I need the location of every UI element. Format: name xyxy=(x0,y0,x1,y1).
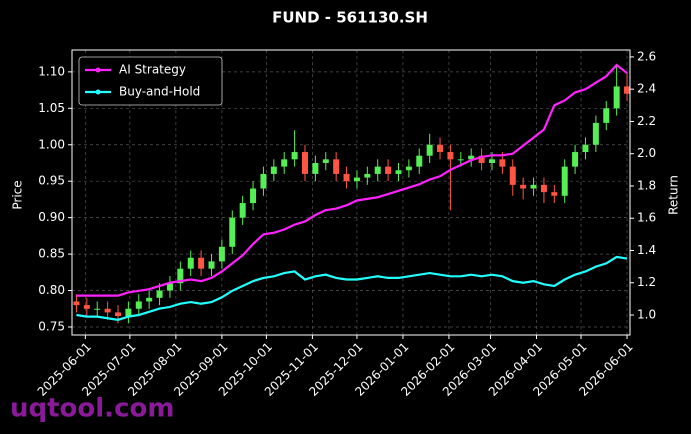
candle-body xyxy=(488,159,495,163)
candle-body xyxy=(437,144,444,153)
y-tick-label: 1.05 xyxy=(38,101,65,115)
candle-body xyxy=(592,122,599,145)
y-tick-label: 0.85 xyxy=(38,247,65,261)
candle-body xyxy=(364,173,371,178)
candle-body xyxy=(530,184,537,189)
candle-body xyxy=(457,159,464,161)
candle-body xyxy=(395,170,402,174)
y-tick-label: 0.80 xyxy=(38,283,65,297)
plot-frame xyxy=(71,49,631,336)
y2-tick-label: 2.2 xyxy=(637,114,656,128)
candle-body xyxy=(447,152,454,160)
candle-body xyxy=(301,152,308,174)
watermark: uqtool.com xyxy=(10,394,174,424)
line-series xyxy=(76,63,628,297)
y2-tick-label: 1.2 xyxy=(637,275,656,289)
legend-box xyxy=(78,56,223,106)
y-tick-label: 0.75 xyxy=(38,319,65,333)
candle-body xyxy=(374,166,381,174)
legend-label: AI Strategy xyxy=(119,63,186,77)
candle-body xyxy=(291,152,298,160)
chart-title: FUND - 561130.SH xyxy=(272,9,428,27)
candle-body xyxy=(426,144,433,156)
y-tick-label: 1.10 xyxy=(38,64,65,78)
candle-body xyxy=(270,166,277,174)
y2-axis-label: Return xyxy=(667,175,681,215)
candle-body xyxy=(499,159,506,167)
y2-tick-label: 1.6 xyxy=(637,211,656,225)
candle-body xyxy=(468,155,475,160)
candle-body xyxy=(166,283,173,291)
y-tick-label: 0.90 xyxy=(38,210,65,224)
candle-body xyxy=(94,308,101,310)
candle-body xyxy=(603,108,610,123)
candle-body xyxy=(582,144,589,153)
candle-body xyxy=(613,86,620,109)
candle-body xyxy=(551,192,558,196)
candle-body xyxy=(572,152,579,167)
legend-marker xyxy=(95,67,101,73)
candle-body xyxy=(125,308,132,317)
y-tick-label: 0.95 xyxy=(38,174,65,188)
candle-body xyxy=(104,308,111,313)
y-tick-label: 1.00 xyxy=(38,137,65,151)
candle-body xyxy=(333,159,340,174)
candle-body xyxy=(218,246,225,262)
candle-body xyxy=(177,268,184,284)
candle-body xyxy=(187,257,194,269)
candle-body xyxy=(540,184,547,193)
legend-label: Buy-and-Hold xyxy=(119,85,200,99)
y2-tick-label: 2.4 xyxy=(637,82,656,96)
y-axis-label: Price xyxy=(11,180,25,209)
candle-body xyxy=(281,159,288,167)
candle-body xyxy=(509,166,516,185)
y2-tick-label: 1.0 xyxy=(637,308,656,322)
y2-tick-label: 1.4 xyxy=(637,243,656,257)
line-series xyxy=(76,255,628,321)
legend: AI Strategy Buy-and-Hold xyxy=(78,56,223,106)
candle-body xyxy=(353,177,360,182)
candle-body xyxy=(250,188,257,204)
candle-body xyxy=(416,155,423,167)
candle-body xyxy=(478,155,485,163)
candle-body xyxy=(229,217,236,247)
candle-body xyxy=(260,173,267,189)
y2-tick-label: 2.6 xyxy=(637,49,656,63)
candle-body xyxy=(83,305,90,309)
legend-marker xyxy=(95,89,101,95)
candle-body xyxy=(561,166,568,196)
candle-body xyxy=(385,166,392,174)
candle-body xyxy=(156,290,163,298)
candle-body xyxy=(73,301,80,306)
candle-body xyxy=(198,257,205,269)
candle-body xyxy=(520,184,527,189)
candle-body xyxy=(322,159,329,163)
candle-body xyxy=(312,162,319,174)
candle-body xyxy=(239,203,246,218)
candle-body xyxy=(135,301,142,309)
candle-body xyxy=(343,173,350,182)
candle-body xyxy=(115,312,122,317)
candle-body xyxy=(146,297,153,302)
y2-tick-label: 2.0 xyxy=(637,146,656,160)
y2-tick-label: 1.8 xyxy=(637,178,656,192)
candle-body xyxy=(624,86,631,94)
candle-body xyxy=(405,166,412,171)
candle-body xyxy=(208,261,215,269)
